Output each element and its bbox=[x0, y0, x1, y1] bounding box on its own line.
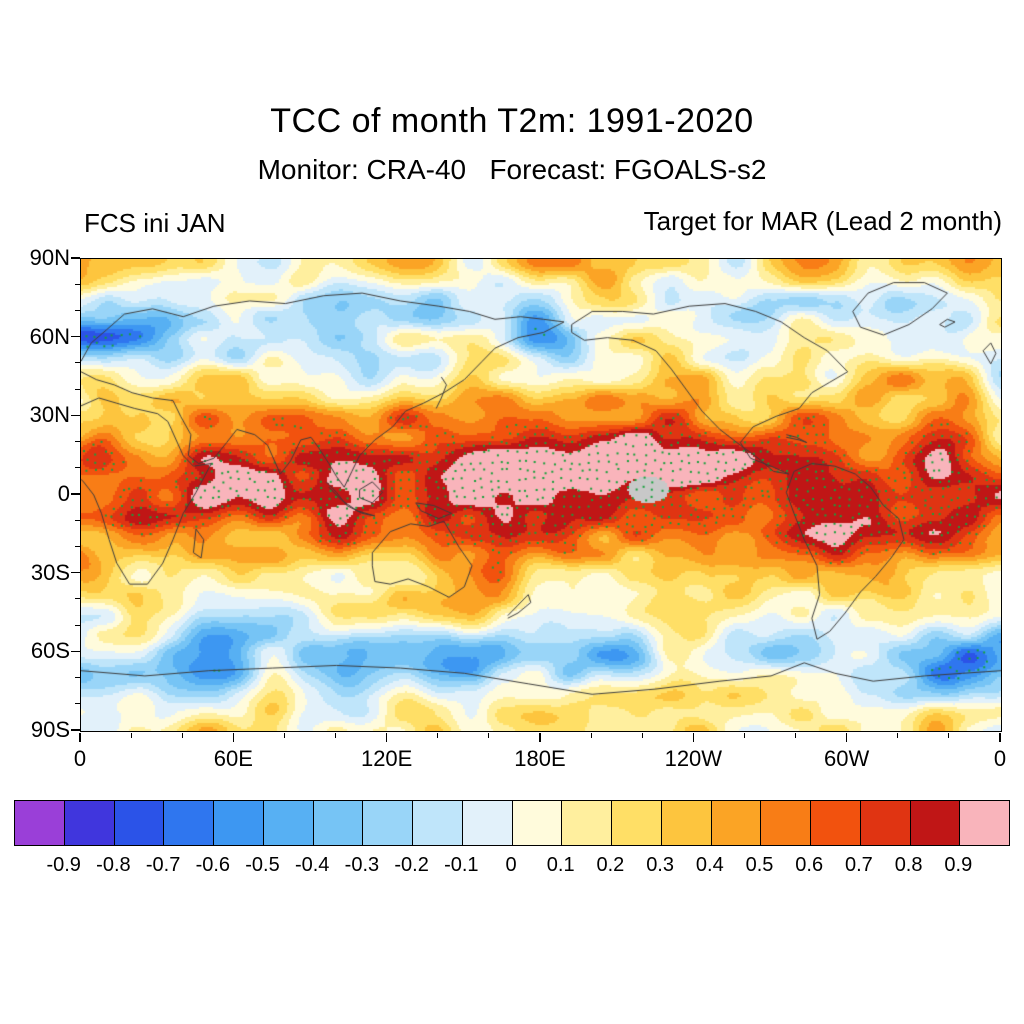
colorbar-cell bbox=[113, 801, 164, 845]
y-tick-label: 30N bbox=[29, 402, 70, 428]
y-tick-label: 60N bbox=[29, 323, 70, 349]
chart-subtitle: Monitor: CRA-40 Forecast: FGOALS-s2 bbox=[257, 154, 767, 185]
axis-tick bbox=[795, 733, 797, 738]
colorbar-cell bbox=[362, 801, 412, 845]
colorbar-cell bbox=[760, 801, 810, 845]
y-tick-label: 30S bbox=[30, 559, 70, 585]
axis-tick bbox=[385, 733, 388, 742]
colorbar-cell bbox=[213, 801, 263, 845]
colorbar-tick-label: 0.4 bbox=[695, 854, 724, 876]
x-tick-label: 120W bbox=[664, 746, 723, 771]
axis-tick bbox=[75, 624, 80, 626]
axis-tick bbox=[437, 733, 439, 738]
y-tick-label: 90S bbox=[30, 717, 70, 742]
axis-tick bbox=[743, 733, 745, 738]
axis-tick bbox=[75, 388, 80, 390]
colorbar-cell bbox=[611, 801, 661, 845]
axis-tick bbox=[79, 733, 81, 742]
colorbar-tick-label: -0.4 bbox=[294, 854, 330, 876]
colorbar-cell bbox=[660, 801, 711, 845]
axis-tick bbox=[948, 733, 950, 738]
y-tick-label: 0 bbox=[57, 481, 70, 506]
colorbar-cell bbox=[710, 801, 761, 845]
x-tick-label: 60W bbox=[824, 746, 870, 771]
colorbar-cell bbox=[461, 801, 512, 845]
axis-tick bbox=[897, 733, 899, 738]
chart-title: TCC of month T2m: 1991-2020 bbox=[270, 102, 754, 140]
y-tick-label: 60S bbox=[30, 638, 70, 664]
colorbar-cell bbox=[859, 801, 910, 845]
colorbar-cell bbox=[312, 801, 363, 845]
colorbar-cell bbox=[511, 801, 562, 845]
axis-tick bbox=[488, 733, 490, 738]
colorbar-cell bbox=[163, 801, 213, 845]
axis-tick bbox=[692, 733, 695, 742]
colorbar-cell bbox=[810, 801, 860, 845]
colorbar-tick-label: -0.2 bbox=[394, 854, 429, 876]
axis-tick bbox=[845, 733, 848, 742]
axis-tick bbox=[75, 598, 80, 600]
colorbar bbox=[14, 800, 1010, 846]
axis-tick bbox=[71, 571, 80, 574]
colorbar-cell bbox=[561, 801, 611, 845]
axis-tick bbox=[75, 519, 80, 521]
axis-tick bbox=[590, 733, 592, 738]
x-tick-label: 0 bbox=[993, 746, 1007, 771]
axis-tick bbox=[181, 733, 183, 738]
colorbar-tick-label: 0.8 bbox=[894, 854, 923, 876]
target-month-label: Target for MAR (Lead 2 month) bbox=[643, 206, 1002, 236]
colorbar-cell bbox=[959, 801, 1009, 845]
x-tick-label: 180E bbox=[514, 746, 566, 771]
colorbar-tick-label: 0.1 bbox=[546, 854, 575, 876]
colorbar-tick-label: 0.7 bbox=[844, 854, 873, 876]
axis-tick bbox=[75, 545, 80, 547]
x-tick-label: 0 bbox=[73, 746, 87, 771]
axis-tick bbox=[71, 257, 80, 259]
colorbar-cell bbox=[262, 801, 313, 845]
axis-tick bbox=[539, 733, 541, 742]
colorbar-cell bbox=[15, 801, 64, 845]
colorbar-tick-label: -0.6 bbox=[195, 854, 231, 876]
axis-tick bbox=[75, 441, 80, 443]
axis-tick bbox=[335, 733, 337, 738]
init-month-label: FCS ini JAN bbox=[84, 208, 226, 238]
map-canvas bbox=[81, 259, 1001, 731]
colorbar-tick-label: -0.3 bbox=[344, 854, 380, 876]
axis-tick bbox=[71, 335, 80, 338]
axis-tick bbox=[75, 362, 80, 364]
colorbar-cell bbox=[63, 801, 114, 845]
colorbar-cell bbox=[412, 801, 462, 845]
axis-tick bbox=[75, 703, 80, 705]
colorbar-cell bbox=[909, 801, 960, 845]
axis-tick bbox=[71, 729, 80, 731]
axis-tick bbox=[283, 733, 285, 738]
colorbar-tick-label: -0.1 bbox=[444, 854, 479, 876]
colorbar-tick-label: -0.8 bbox=[96, 854, 131, 876]
colorbar-tick-label: -0.7 bbox=[145, 854, 181, 876]
colorbar-tick-label: -0.5 bbox=[245, 854, 280, 876]
colorbar-tick-label: 0 bbox=[505, 854, 517, 876]
colorbar-tick-label: -0.9 bbox=[46, 854, 81, 876]
axis-tick bbox=[75, 283, 80, 285]
colorbar-tick-label: 0.2 bbox=[596, 854, 625, 876]
axis-tick bbox=[75, 309, 80, 311]
axis-tick bbox=[75, 467, 80, 469]
map-plot bbox=[80, 258, 1002, 732]
axis-tick bbox=[71, 493, 80, 495]
axis-tick bbox=[999, 733, 1001, 742]
y-tick-label: 90N bbox=[29, 245, 70, 270]
axis-tick bbox=[71, 650, 80, 653]
x-tick-label: 60E bbox=[213, 746, 253, 771]
axis-tick bbox=[232, 733, 235, 742]
axis-tick bbox=[75, 677, 80, 679]
colorbar-tick-label: 0.6 bbox=[795, 854, 824, 876]
x-tick-label: 120E bbox=[360, 746, 413, 771]
axis-tick bbox=[641, 733, 643, 738]
colorbar-tick-label: 0.5 bbox=[745, 854, 774, 876]
axis-tick bbox=[71, 414, 80, 417]
colorbar-tick-label: 0.9 bbox=[944, 854, 973, 876]
axis-tick bbox=[130, 733, 132, 738]
colorbar-tick-label: 0.3 bbox=[646, 854, 674, 876]
